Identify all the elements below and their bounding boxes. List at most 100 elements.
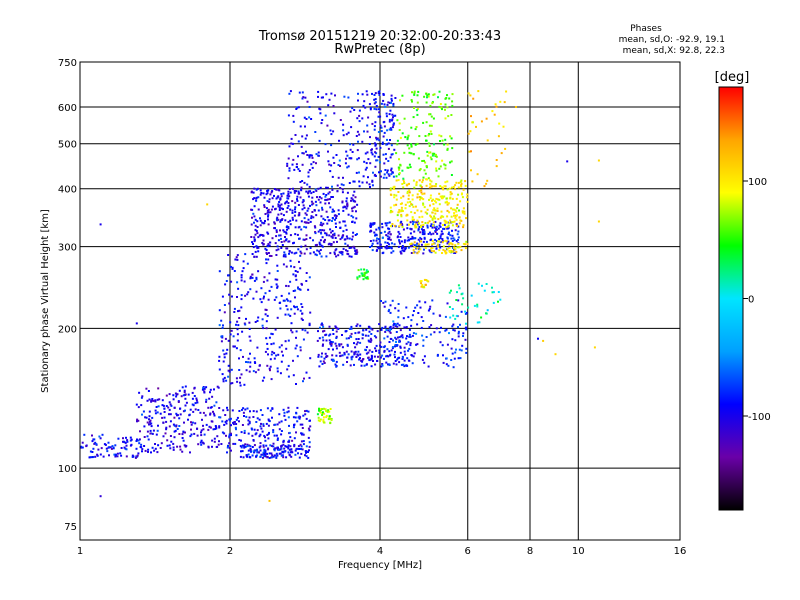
data-point: [407, 194, 410, 197]
data-point: [287, 227, 290, 230]
data-point: [372, 239, 375, 242]
data-point: [421, 221, 424, 224]
data-point: [289, 280, 292, 283]
data-point: [330, 133, 333, 136]
data-point: [356, 277, 359, 280]
data-point: [296, 233, 299, 236]
data-point: [410, 203, 413, 206]
data-point: [342, 209, 345, 212]
data-point: [497, 291, 500, 293]
data-point: [476, 173, 479, 176]
data-point: [389, 337, 392, 340]
data-point: [262, 424, 265, 427]
data-point: [357, 338, 360, 340]
data-point: [397, 191, 400, 193]
data-point: [388, 230, 391, 233]
data-point: [263, 204, 266, 207]
data-point: [329, 417, 332, 420]
data-point: [293, 305, 295, 308]
data-point: [368, 183, 371, 186]
data-point: [355, 356, 358, 358]
data-point: [402, 356, 404, 359]
data-point: [332, 233, 334, 236]
data-point: [373, 128, 376, 131]
data-point: [397, 316, 400, 319]
data-point: [238, 410, 241, 412]
data-point: [248, 370, 251, 373]
data-point: [228, 302, 231, 305]
data-point: [419, 198, 421, 201]
data-point: [226, 446, 229, 449]
data-point: [256, 226, 259, 228]
data-point: [451, 325, 454, 328]
data-point: [225, 419, 228, 422]
data-point: [439, 165, 442, 168]
data-point: [152, 429, 155, 432]
data-point: [439, 216, 442, 219]
data-point: [430, 180, 433, 183]
data-point: [345, 197, 348, 200]
data-point: [354, 350, 357, 353]
data-point: [409, 245, 412, 248]
data-point: [380, 328, 383, 331]
data-point: [337, 164, 340, 166]
data-point: [301, 135, 304, 138]
data-point: [390, 167, 393, 170]
data-point: [137, 419, 140, 422]
data-point: [323, 329, 326, 332]
data-point: [264, 247, 267, 250]
data-point: [377, 131, 380, 133]
data-point: [273, 188, 276, 190]
data-point: [390, 94, 393, 97]
data-point: [302, 433, 305, 436]
data-point: [278, 452, 281, 455]
data-point: [314, 232, 317, 235]
data-point: [344, 224, 347, 227]
data-point: [480, 316, 483, 319]
data-point: [345, 157, 347, 160]
data-point: [294, 211, 297, 213]
data-point: [391, 153, 394, 156]
data-point: [93, 442, 96, 445]
data-point: [335, 344, 338, 347]
data-point: [388, 341, 391, 343]
data-point: [290, 142, 293, 145]
data-point: [301, 152, 304, 155]
data-point: [185, 401, 188, 404]
data-point: [220, 319, 223, 322]
data-point: [423, 278, 426, 281]
data-point: [357, 331, 360, 334]
data-point: [386, 348, 389, 351]
data-point: [110, 447, 113, 450]
data-point: [230, 432, 232, 435]
data-point: [412, 355, 415, 358]
data-point: [346, 154, 349, 157]
data-point: [499, 298, 502, 301]
data-point: [394, 360, 397, 362]
data-point: [304, 329, 307, 332]
data-point: [347, 96, 350, 99]
data-point: [391, 210, 394, 213]
data-point: [172, 423, 175, 426]
data-point: [382, 121, 385, 124]
data-point: [350, 350, 353, 353]
data-point: [308, 324, 311, 327]
data-point: [466, 200, 469, 203]
data-point: [304, 244, 307, 247]
data-point: [338, 351, 341, 354]
data-point: [435, 155, 438, 158]
data-point: [375, 336, 378, 339]
data-point: [388, 221, 391, 224]
data-point: [165, 428, 168, 431]
data-point: [358, 358, 361, 361]
data-point: [169, 420, 172, 423]
data-point: [369, 222, 372, 225]
data-point: [395, 331, 398, 333]
data-point: [364, 152, 367, 155]
data-point: [433, 143, 435, 146]
data-point: [424, 161, 427, 164]
data-point: [271, 205, 274, 208]
data-point: [393, 148, 396, 151]
data-point: [335, 330, 338, 333]
